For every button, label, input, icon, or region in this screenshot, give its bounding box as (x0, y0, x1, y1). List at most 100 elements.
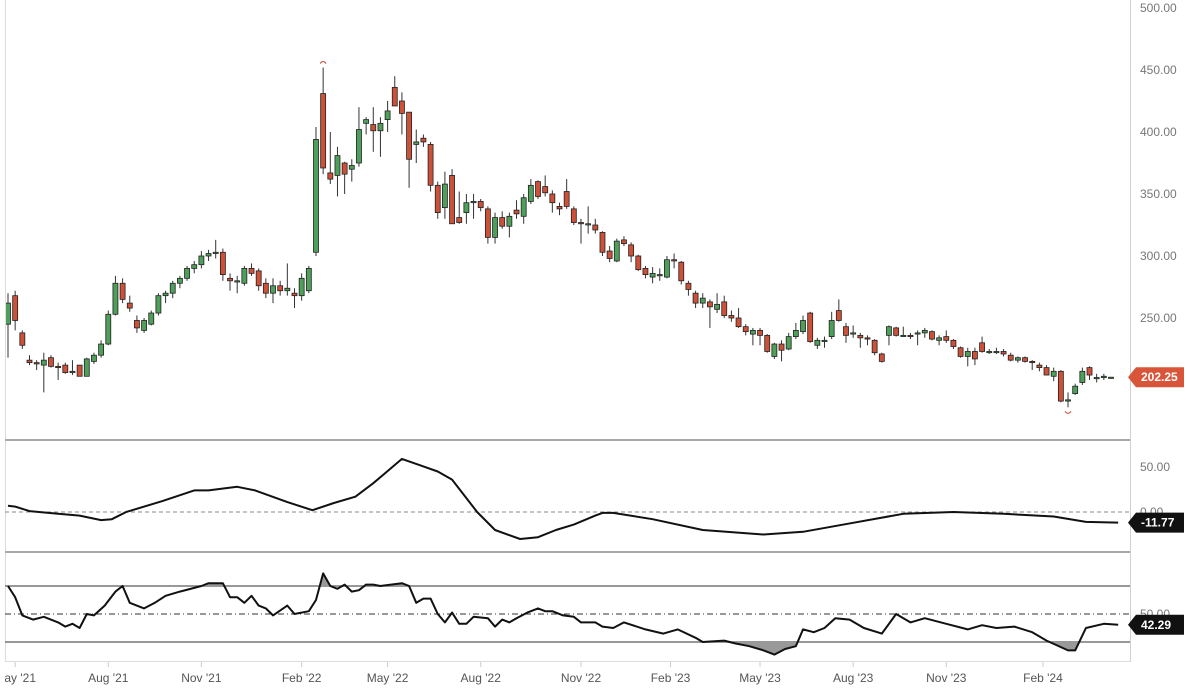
candle-body (363, 119, 370, 124)
candle-body (979, 342, 985, 352)
time-axis[interactable]: May '21 Aug '21 Nov '21 Feb '22 May '22 Aug '… (0, 662, 1063, 694)
candle (649, 267, 656, 284)
candle-body (492, 217, 498, 238)
candle-body (6, 302, 11, 325)
candle-body (83, 358, 90, 377)
candle (527, 179, 534, 204)
candle (857, 332, 864, 348)
price-tick-label: 450.00 (1140, 63, 1177, 77)
candle-body (549, 193, 556, 204)
candle (1100, 373, 1107, 380)
candle-body (950, 339, 957, 347)
date-label: Nov '21 (181, 671, 222, 685)
candle-body (241, 267, 248, 284)
candle (1079, 367, 1086, 385)
candle (792, 322, 799, 340)
candle-body (936, 337, 943, 341)
candle-body (742, 326, 749, 333)
candle (348, 159, 355, 182)
candle-body (327, 172, 334, 180)
candle-body (972, 351, 978, 360)
candle-body (785, 336, 792, 350)
candle (886, 325, 892, 346)
candle-body (735, 317, 742, 328)
candle-body (628, 244, 635, 257)
candle-body (277, 285, 284, 292)
date-label: May '22 (367, 671, 409, 685)
candle-body (1043, 367, 1050, 376)
candle-body (255, 270, 262, 287)
candle-body (1029, 360, 1036, 364)
candle (391, 76, 398, 107)
candle-body (484, 208, 491, 238)
candle-body (1000, 351, 1007, 355)
oscillator-value-tag: -11.77 (1128, 512, 1184, 533)
candle (506, 212, 513, 238)
candle (241, 265, 248, 286)
candle (764, 334, 771, 353)
candle-body (1036, 364, 1043, 368)
candle-body (76, 364, 83, 377)
candle (1036, 362, 1043, 372)
candle (699, 293, 706, 309)
candle-body (55, 365, 62, 368)
candle (1022, 356, 1028, 363)
candle (1057, 370, 1064, 403)
candle (91, 352, 97, 364)
candle-body (155, 295, 162, 314)
low-marker-icon (1064, 410, 1072, 414)
candle (864, 335, 871, 346)
candle-body (986, 351, 993, 354)
candle-body (169, 282, 176, 294)
candle (1065, 392, 1071, 408)
candle (205, 249, 212, 261)
candle (248, 263, 255, 276)
price-axis[interactable]: 500.00 450.00 400.00 350.00 300.00 250.00 50.0… (1140, 1, 1177, 621)
candle (98, 340, 105, 358)
candle-body (921, 329, 928, 334)
candle (413, 129, 420, 163)
candle-body (563, 191, 570, 207)
candle-body (649, 272, 656, 278)
candle (449, 169, 455, 225)
candle (184, 265, 190, 281)
candle (305, 265, 312, 294)
candle-body (692, 292, 699, 304)
candle (198, 251, 205, 269)
candle-body (685, 282, 692, 290)
candle-body (470, 201, 477, 204)
candle-body (1079, 370, 1086, 383)
candle-body (463, 202, 470, 213)
candle-body (792, 329, 799, 337)
candle-body (664, 259, 670, 278)
candle-body (391, 86, 398, 107)
candle (313, 127, 319, 256)
candle (55, 362, 62, 380)
date-label: Nov '23 (926, 671, 967, 685)
candle (728, 310, 735, 322)
candle-body (506, 215, 513, 227)
candle-body (850, 332, 857, 335)
candle-body (592, 224, 599, 231)
candle (270, 278, 276, 304)
candle-body (212, 251, 219, 254)
candle-body (219, 251, 226, 275)
candle (1029, 360, 1036, 371)
candle-body (578, 222, 584, 225)
candle (76, 364, 83, 377)
candle-body (119, 282, 126, 300)
candle (642, 265, 649, 279)
candle-body (749, 329, 756, 335)
candle (169, 280, 176, 299)
candle (406, 111, 412, 188)
oscillator-value-tag-background (1128, 512, 1184, 533)
candle-body (886, 326, 892, 336)
candle (105, 310, 112, 346)
candle (563, 179, 570, 209)
candle-body (191, 264, 198, 269)
candle (570, 206, 577, 225)
candle (635, 254, 642, 271)
candle-body (399, 100, 405, 114)
candle (957, 346, 964, 358)
